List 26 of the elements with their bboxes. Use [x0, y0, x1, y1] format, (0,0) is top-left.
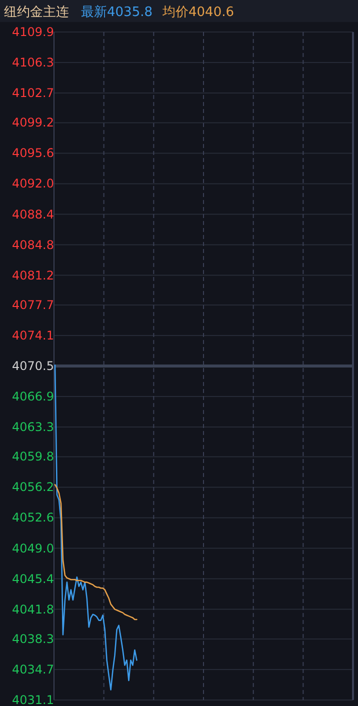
y-tick-label: 4045.4: [12, 572, 54, 586]
y-tick-label: 4070.5: [12, 359, 54, 373]
y-tick-label: 4074.1: [12, 328, 54, 342]
y-tick-label: 4106.3: [12, 56, 54, 70]
y-tick-label: 4038.3: [12, 632, 54, 646]
y-tick-label: 4049.0: [12, 541, 54, 556]
y-tick-label: 4052.6: [12, 510, 54, 525]
y-tick-label: 4059.8: [12, 450, 54, 464]
y-tick-label: 4099.2: [12, 116, 54, 130]
y-tick-label: 4066.9: [12, 390, 54, 404]
y-tick-label: 4084.8: [12, 238, 54, 252]
y-tick-label: 4056.2: [12, 480, 54, 494]
chart-title: 纽约金主连: [4, 4, 69, 20]
y-tick-label: 4109.9: [12, 25, 54, 39]
y-tick-label: 4031.1: [12, 693, 54, 706]
y-tick-label: 4041.8: [12, 602, 54, 616]
y-tick-label: 4077.7: [12, 298, 54, 312]
text: 最新4035.8: [81, 5, 152, 20]
y-tick-label: 4092.0: [12, 176, 54, 191]
y-tick-label: 4088.4: [12, 207, 54, 222]
y-tick-label: 4034.7: [12, 662, 54, 676]
y-tick-label: 4095.6: [12, 146, 54, 160]
y-tick-label: 4063.3: [12, 420, 54, 434]
text: 均价4040.6: [162, 5, 234, 20]
y-tick-label: 4102.7: [12, 86, 54, 100]
y-tick-label: 4081.2: [12, 268, 54, 282]
